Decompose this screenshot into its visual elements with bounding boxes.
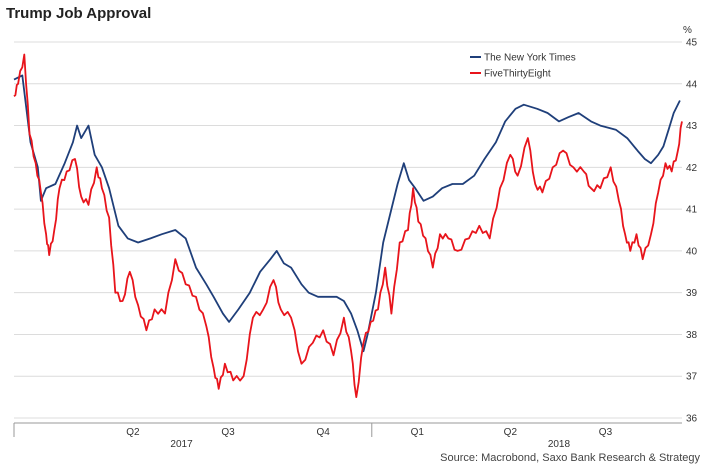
y-tick-label: 36 — [686, 414, 698, 425]
source-note: Source: Macrobond, Saxo Bank Research & … — [440, 452, 700, 464]
y-tick-label: 45 — [686, 38, 698, 49]
series-line-nyt — [13, 74, 681, 353]
x-tick-label: Q2 — [504, 427, 518, 438]
series-line-fivethirtyeight — [13, 53, 683, 399]
x-year-label: 2018 — [548, 439, 571, 450]
x-tick-label: Q2 — [126, 427, 140, 438]
x-tick-label: Q3 — [599, 427, 613, 438]
x-tick-label: Q4 — [317, 427, 331, 438]
gridlines — [14, 41, 682, 419]
y-tick-label: 40 — [686, 246, 698, 257]
legend-label: FiveThirtyEight — [484, 69, 551, 80]
y-tick-label: 38 — [686, 330, 698, 341]
x-tick-label: Q3 — [221, 427, 235, 438]
y-tick-label: 37 — [686, 372, 698, 383]
y-tick-label: 44 — [686, 79, 698, 90]
y-tick-label: 43 — [686, 121, 698, 132]
y-tick-label: 42 — [686, 163, 698, 174]
x-year-label: 2017 — [170, 439, 193, 450]
legend: The New York Times FiveThirtyEight — [470, 53, 576, 80]
y-tick-label: 41 — [686, 205, 698, 216]
series-lines — [13, 53, 683, 399]
y-tick-label: 39 — [686, 288, 698, 299]
chart-title: Trump Job Approval — [6, 5, 152, 22]
legend-label: The New York Times — [484, 53, 576, 64]
x-tick-label: Q1 — [411, 427, 425, 438]
axes: 36 37 38 39 40 41 42 43 44 45% Q2 Q3 Q4 Q1 Q2 Q3 2017 201… — [13, 25, 698, 450]
y-axis-unit: % — [683, 25, 692, 36]
